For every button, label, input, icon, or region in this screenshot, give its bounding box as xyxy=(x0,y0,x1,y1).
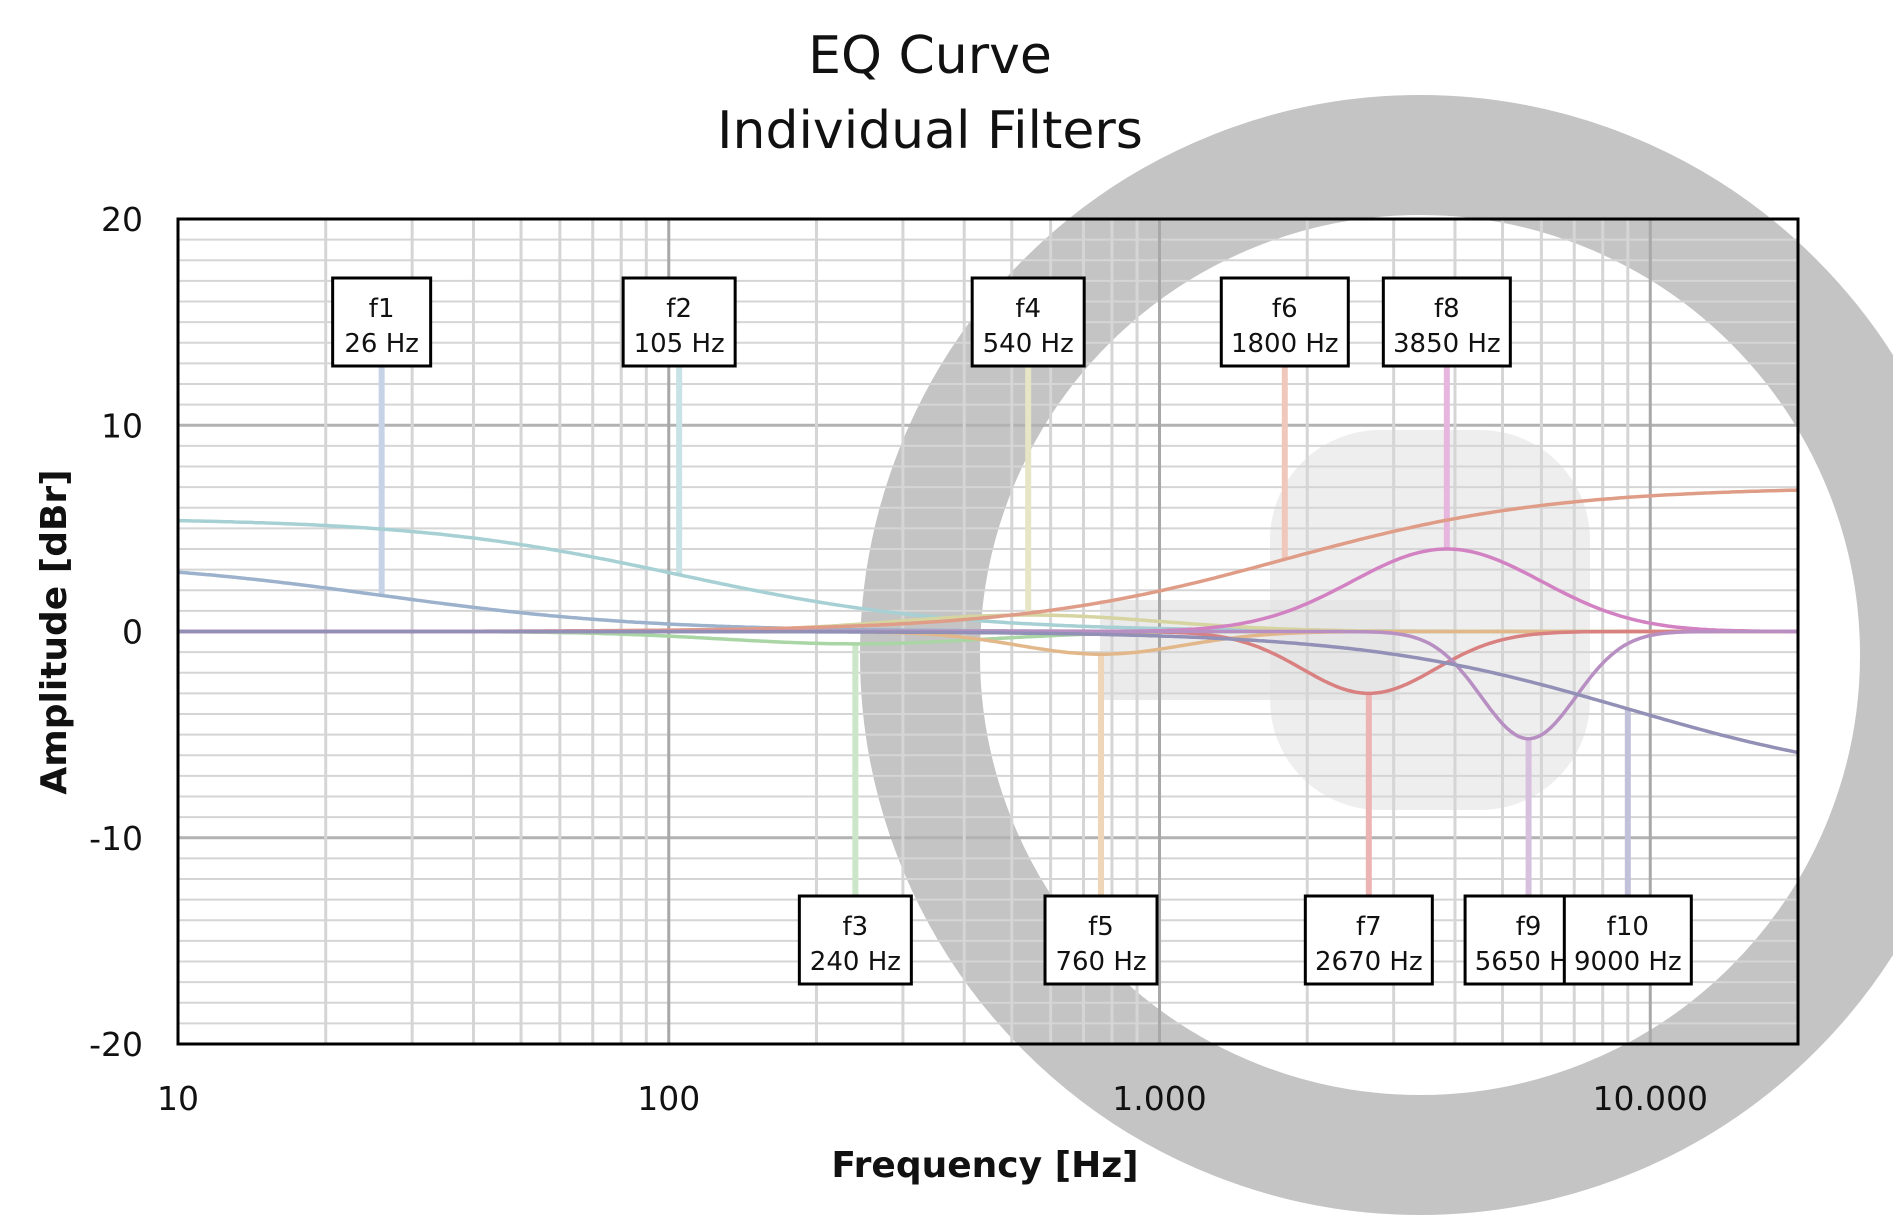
filter-label-f7: f7 2670 Hz xyxy=(1303,894,1434,986)
filter-label-box xyxy=(1562,894,1693,986)
filter-label-freq: 240 Hz xyxy=(810,947,901,977)
filter-label-box xyxy=(331,276,433,368)
x-axis-label: Frequency [Hz] xyxy=(831,1145,1138,1186)
filter-label-name: f9 xyxy=(1516,912,1542,942)
chart-title: EQ Curve xyxy=(808,26,1052,86)
filter-label-f6: f6 1800 Hz xyxy=(1219,276,1350,368)
filter-label-name: f2 xyxy=(666,294,692,324)
watermark-ring xyxy=(860,95,1893,1215)
filter-label-box xyxy=(970,276,1086,368)
y-axis: 20 10 0 -10 -20 xyxy=(89,200,143,1064)
y-tick-label: 0 xyxy=(122,613,143,652)
filter-label-freq: 1800 Hz xyxy=(1231,329,1339,359)
filter-label-box xyxy=(1219,276,1350,368)
filter-label-freq: 9000 Hz xyxy=(1574,947,1682,977)
x-tick-label: 10.000 xyxy=(1593,1079,1708,1118)
x-axis: 10 100 1.000 10.000 xyxy=(157,1079,1708,1118)
y-tick-label: -10 xyxy=(89,819,143,858)
filter-label-box xyxy=(621,276,737,368)
filter-label-freq: 2670 Hz xyxy=(1315,947,1423,977)
filter-label-freq: 3850 Hz xyxy=(1393,329,1501,359)
y-tick-label: -20 xyxy=(89,1025,143,1064)
filter-label-name: f3 xyxy=(842,912,868,942)
filter-label-box xyxy=(1381,276,1512,368)
filter-label-freq: 26 Hz xyxy=(344,329,419,359)
filter-label-f5: f5 760 Hz xyxy=(1043,894,1159,986)
filter-label-box xyxy=(1303,894,1434,986)
filter-label-box xyxy=(797,894,913,986)
filter-label-f8: f8 3850 Hz xyxy=(1381,276,1512,368)
filter-label-name: f10 xyxy=(1607,912,1649,942)
filter-label-name: f1 xyxy=(369,294,395,324)
y-tick-label: 10 xyxy=(101,406,143,445)
filter-label-freq: 760 Hz xyxy=(1055,947,1146,977)
chart-subtitle: Individual Filters xyxy=(717,101,1143,161)
x-tick-label: 10 xyxy=(157,1079,199,1118)
filter-label-freq: 105 Hz xyxy=(634,329,725,359)
y-tick-label: 20 xyxy=(101,200,143,239)
filter-curves xyxy=(177,488,1799,755)
filter-label-box xyxy=(1043,894,1159,986)
filter-label-name: f5 xyxy=(1088,912,1114,942)
filter-label-name: f4 xyxy=(1015,294,1041,324)
filter-label-f10: f10 9000 Hz xyxy=(1562,894,1693,986)
x-tick-label: 1.000 xyxy=(1112,1079,1206,1118)
filter-label-name: f8 xyxy=(1434,294,1460,324)
filter-label-f4: f4 540 Hz xyxy=(970,276,1086,368)
filter-label-name: f6 xyxy=(1272,294,1298,324)
plot-area xyxy=(176,217,1800,1046)
filter-label-name: f7 xyxy=(1356,912,1382,942)
curve-f10 xyxy=(178,629,1799,755)
filter-label-f3: f3 240 Hz xyxy=(797,894,913,986)
y-axis-label: Amplitude [dBr] xyxy=(34,469,75,794)
filter-label-f1: f1 26 Hz xyxy=(331,276,433,368)
filter-label-f2: f2 105 Hz xyxy=(621,276,737,368)
filter-label-freq: 540 Hz xyxy=(983,329,1074,359)
x-tick-label: 100 xyxy=(637,1079,700,1118)
